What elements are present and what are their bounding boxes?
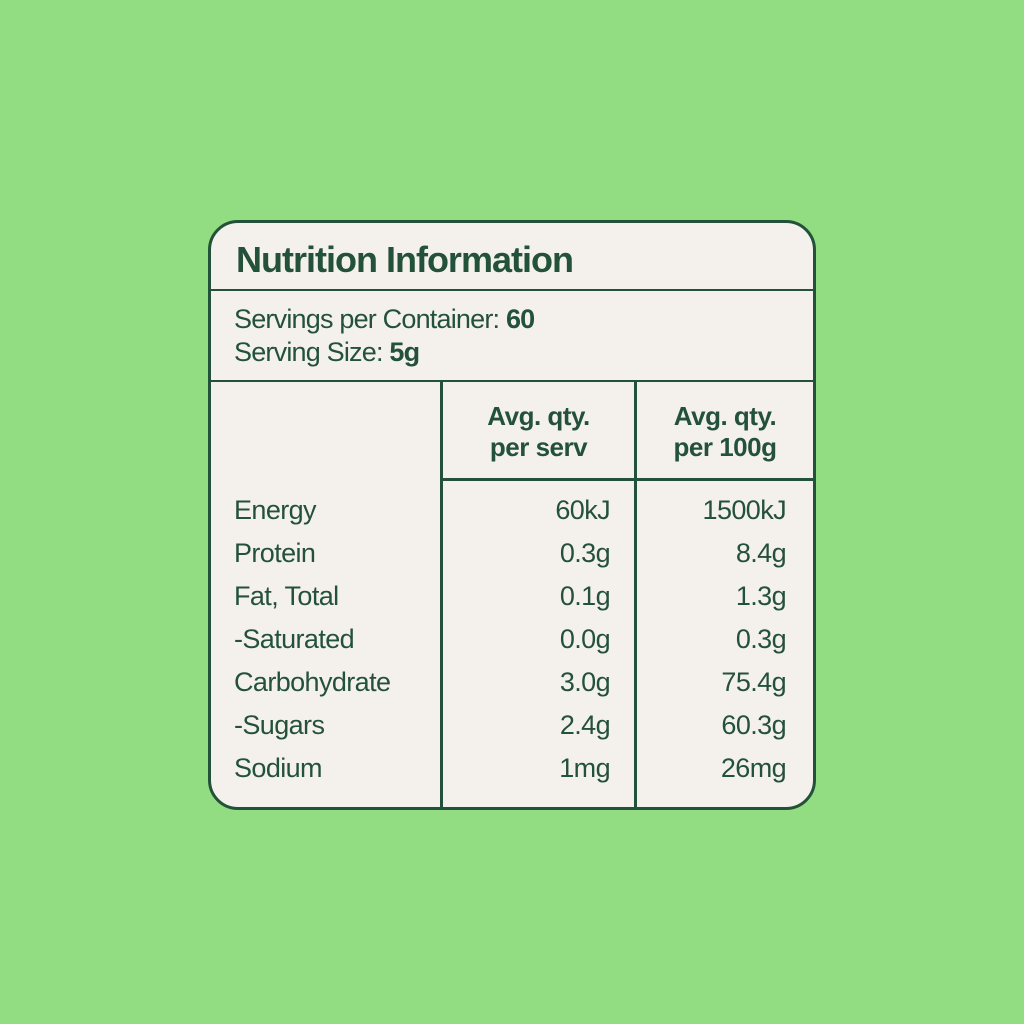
table-row: -Saturated 0.0g 0.3g [211, 624, 813, 667]
table-row: Protein 0.3g 8.4g [211, 538, 813, 581]
serving-size: Serving Size: 5g [234, 337, 420, 368]
servings-info: Servings per Container: 60 Serving Size:… [211, 291, 813, 382]
table-row: Fat, Total 0.1g 1.3g [211, 581, 813, 624]
servings-label: Servings per Container: [234, 304, 506, 334]
nutrient-name: -Saturated [234, 624, 355, 654]
per-serv-value: 0.0g [559, 624, 611, 654]
column-header-line: per serv [489, 432, 588, 462]
table-row: -Sugars 2.4g 60.3g [211, 710, 813, 753]
nutrient-rows: Energy 60kJ 1500kJ Protein 0.3g 8.4g Fat… [211, 495, 813, 796]
nutrient-name: Protein [234, 538, 316, 568]
serving-size-label: Serving Size: [234, 337, 390, 367]
serving-size-value: 5g [389, 337, 420, 367]
table-row: Carbohydrate 3.0g 75.4g [211, 667, 813, 710]
per-100g-value: 75.4g [721, 667, 786, 697]
nutrient-name: Energy [234, 495, 317, 525]
per-100g-value: 26mg [720, 753, 787, 783]
table-row: Sodium 1mg 26mg [211, 753, 813, 796]
servings-value: 60 [505, 304, 535, 334]
per-100g-value: 0.3g [735, 624, 787, 654]
column-header-per-serv: Avg. qty. per serv [443, 401, 634, 463]
column-header-per-100g: Avg. qty. per 100g [637, 401, 813, 463]
per-100g-value: 1.3g [735, 581, 787, 611]
per-serv-value: 3.0g [559, 667, 611, 697]
per-serv-value: 0.1g [559, 581, 611, 611]
title-row: Nutrition Information [211, 223, 813, 291]
nutrition-panel: Nutrition Information Servings per Conta… [208, 220, 816, 810]
nutrient-name: Fat, Total [234, 581, 339, 611]
nutrient-name: Carbohydrate [234, 667, 391, 697]
header-divider [440, 478, 813, 481]
per-100g-value: 1500kJ [702, 495, 787, 525]
column-divider [634, 381, 637, 807]
per-serv-value: 0.3g [559, 538, 611, 568]
table-row: Energy 60kJ 1500kJ [211, 495, 813, 538]
column-divider [440, 381, 443, 807]
per-100g-value: 60.3g [721, 710, 786, 740]
panel-title: Nutrition Information [236, 239, 574, 280]
per-serv-value: 60kJ [555, 495, 610, 525]
nutrient-name: Sodium [234, 753, 323, 783]
column-header-line: per 100g [673, 432, 777, 462]
per-100g-value: 8.4g [735, 538, 787, 568]
servings-per-container: Servings per Container: 60 [234, 304, 535, 335]
per-serv-value: 1mg [559, 753, 610, 783]
column-header-line: Avg. qty. [487, 401, 590, 431]
per-serv-value: 2.4g [559, 710, 611, 740]
nutrient-name: -Sugars [234, 710, 325, 740]
column-header-line: Avg. qty. [673, 401, 777, 431]
